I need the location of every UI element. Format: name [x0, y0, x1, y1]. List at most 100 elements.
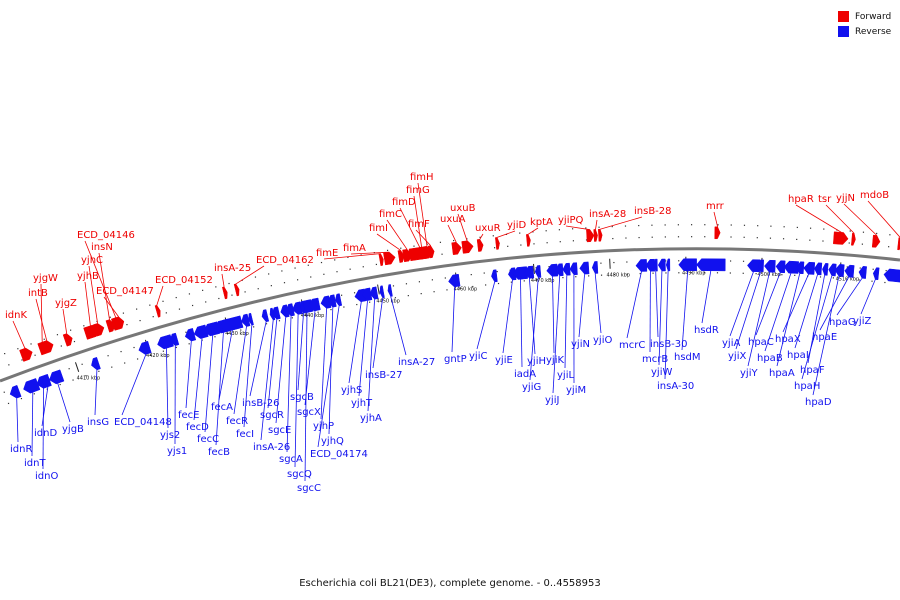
guide-below-dot — [162, 350, 164, 352]
kbp-tick-mark — [533, 263, 535, 274]
guide-below-dot — [369, 301, 371, 303]
gene-label-fimF: fimF — [408, 219, 430, 230]
guide-above-dot — [202, 289, 204, 291]
gene-label-ECD_04146: ECD_04146 — [77, 230, 135, 241]
gene-label-idnK: idnK — [5, 310, 27, 321]
gene-label-yjiZ: yjiZ — [853, 316, 871, 327]
gene-label-hpaC: hpaC — [748, 337, 774, 348]
reverse-gene-hpaF — [822, 263, 829, 276]
kbp-tick-label: 4420 kbp — [146, 353, 170, 359]
guide-above-dot — [677, 236, 680, 238]
guide-above-dot — [612, 237, 614, 240]
guide-above-dot — [426, 243, 428, 245]
guide-above-dot — [520, 244, 522, 246]
kbp-tick-label: 4410 kbp — [77, 375, 101, 381]
leader-mrr — [713, 211, 718, 227]
guide-above-dot — [441, 253, 443, 255]
forward-gene-yjhC — [92, 323, 105, 337]
guide-above-dot — [598, 226, 600, 228]
leader-uxuA — [447, 224, 457, 243]
guide-below-dot — [124, 362, 126, 364]
gene-label-fimH: fimH — [410, 172, 434, 183]
guide-below-dot — [407, 295, 409, 297]
leader-idnD — [41, 386, 49, 427]
guide-below-dot — [107, 355, 109, 357]
guide-above-dot — [386, 249, 389, 251]
guide-above-dot — [559, 241, 561, 243]
guide-above-dot — [70, 329, 72, 331]
guide-above-dot — [231, 294, 233, 296]
guide-above-dot — [139, 319, 141, 322]
reverse-gene-yjiW — [657, 258, 666, 272]
leader-uxuB — [457, 213, 468, 242]
guide-above-dot — [479, 236, 481, 238]
guide-below-dot — [781, 274, 783, 276]
leader-insB-28 — [599, 216, 643, 230]
guide-below-dot — [304, 314, 306, 316]
gene-label-fimG: fimG — [406, 185, 430, 196]
reverse-gene-insA-30 — [665, 258, 671, 272]
reverse-gene-fecI — [248, 312, 254, 326]
guide-below-dot — [317, 311, 319, 313]
leader-yjiO — [594, 273, 602, 334]
leader-sgcE — [275, 317, 287, 424]
leader-fecD — [193, 338, 203, 421]
leader-insA-27 — [390, 296, 407, 356]
legend-reverse-label: Reverse — [855, 26, 892, 37]
gene-label-ECD_04152: ECD_04152 — [155, 275, 213, 286]
guide-above-dot — [307, 264, 309, 266]
forward-gene-fimE — [378, 253, 384, 266]
reverse-gene-hpaI — [814, 262, 823, 276]
leader-ECD_04174 — [317, 305, 340, 448]
kbp-tick-label: 4480 kbp — [606, 273, 630, 279]
legend-forward-label: Forward — [855, 11, 892, 22]
guide-above-dot — [809, 239, 811, 241]
guide-above-dot — [453, 239, 455, 242]
guide-below-dot — [858, 279, 860, 281]
gene-label-hpaI: hpaI — [787, 350, 809, 361]
guide-above-dot — [297, 279, 299, 281]
kbp-ticks: 4410 kbp 4420 kbp 4430 kbp 4440 kbp 4450 kbp… — [75, 256, 859, 381]
forward-gene-fimH — [423, 246, 432, 259]
guide-above-dot — [228, 282, 230, 285]
legend-forward: Forward — [838, 9, 891, 24]
leader-hpaH — [801, 275, 833, 380]
leader-yjiD — [496, 230, 516, 238]
guide-above-dot — [651, 236, 653, 238]
guide-below-dot — [185, 331, 187, 333]
guide-below-dot — [98, 370, 100, 372]
leader-yjhT — [358, 300, 368, 397]
guide-above-dot — [320, 261, 323, 264]
guide-above-dot — [624, 225, 627, 227]
guide-above-dot — [493, 247, 496, 249]
gene-label-yjiA: yjiA — [722, 338, 740, 349]
leader-fimE — [323, 253, 381, 260]
guide-above-dot — [756, 237, 758, 239]
reverse-gene-insB-26 — [261, 309, 270, 323]
guide-above-dot — [507, 245, 509, 247]
gene-label-fimI: fimI — [369, 223, 388, 234]
leader-hpaD — [812, 276, 840, 396]
gene-label-fecA: fecA — [211, 402, 233, 413]
leader-yjiE — [502, 279, 513, 354]
guide-above-dot — [83, 325, 85, 327]
leader-hpaG — [836, 278, 863, 316]
gene-label-yjs2: yjs2 — [160, 430, 180, 441]
gene-label-fecD: fecD — [186, 422, 209, 433]
guide-below-dot — [459, 287, 461, 289]
guide-above-dot — [848, 242, 850, 244]
gene-label-yjiO: yjiO — [593, 335, 612, 346]
leader-hpaI — [794, 274, 818, 349]
map-caption: Escherichia coli BL21(DE3), complete gen… — [299, 578, 601, 589]
leader-idnT — [31, 392, 34, 457]
gene-label-hpaD: hpaD — [805, 397, 832, 408]
leader-yjiH — [529, 278, 536, 355]
leader-insB-27 — [372, 297, 384, 369]
gene-label-yjgW: yjgW — [33, 273, 58, 284]
gene-label-hpaH: hpaH — [794, 381, 820, 392]
gene-label-yjiJ: yjiJ — [545, 395, 559, 406]
leader-yjhS — [348, 301, 362, 384]
forward-gene-uxuR — [476, 239, 484, 252]
guide-below-dot — [755, 273, 757, 275]
